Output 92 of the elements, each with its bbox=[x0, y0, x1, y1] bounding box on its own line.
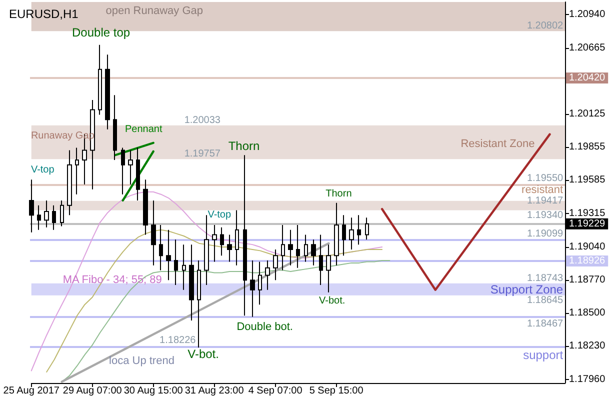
candlestick bbox=[349, 217, 354, 250]
candlestick bbox=[319, 234, 323, 286]
annotation: 1.19340 bbox=[526, 210, 564, 221]
y-tick-label: 1.19855 bbox=[569, 142, 606, 153]
candlestick bbox=[334, 202, 339, 266]
candlestick bbox=[37, 204, 41, 230]
x-tick-label: 25 Aug 2017 bbox=[3, 386, 60, 396]
candlestick bbox=[235, 210, 239, 266]
candlestick bbox=[265, 260, 270, 290]
candlestick bbox=[105, 54, 110, 130]
candlestick bbox=[136, 147, 140, 201]
candlestick bbox=[182, 244, 186, 290]
candlestick bbox=[273, 248, 278, 281]
ref-line-label: 1.19229 bbox=[568, 218, 606, 230]
y-tick-label: 1.19585 bbox=[569, 174, 606, 186]
candlestick bbox=[128, 150, 133, 186]
candlestick bbox=[326, 244, 331, 293]
y-tick-label: 1.20665 bbox=[569, 42, 606, 54]
candlestick bbox=[98, 44, 102, 116]
candlestick bbox=[227, 234, 232, 262]
ref-line-label: 1.19099 bbox=[526, 228, 564, 240]
chart-title: EURUSD,H1 bbox=[9, 7, 79, 21]
annotation: V-bot. bbox=[318, 296, 346, 306]
candlestick bbox=[204, 214, 209, 286]
x-tick-label: 31 Aug 23:00 bbox=[184, 386, 244, 396]
x-tick-label: 29 Aug 07:00 bbox=[62, 386, 122, 396]
candlestick bbox=[52, 204, 56, 230]
annotation: Resistant Zone bbox=[460, 138, 535, 150]
annotation: Double bot. bbox=[236, 321, 293, 333]
annotation: 1.18645 bbox=[526, 294, 564, 306]
candlestick bbox=[220, 226, 224, 256]
y-tick-label: 1.20940 bbox=[569, 8, 606, 20]
line-series bbox=[46, 229, 383, 372]
candlestick bbox=[258, 261, 262, 306]
x-tick-label: 5 Sep 15:00 bbox=[309, 386, 364, 396]
y-tick-label: 1.19040 bbox=[569, 242, 606, 253]
ref-line-label: 1.18467 bbox=[526, 318, 564, 330]
candlestick bbox=[44, 200, 49, 228]
candlestick bbox=[151, 200, 156, 266]
annotation: 1.20802 bbox=[526, 20, 564, 32]
annotation: V-top bbox=[30, 164, 55, 176]
annotation: resistant bbox=[522, 184, 564, 196]
annotation: 1.20033 bbox=[184, 114, 221, 126]
candlestick bbox=[113, 94, 117, 161]
candlestick bbox=[365, 217, 369, 240]
annotation: 1.19417 bbox=[526, 195, 564, 206]
y-tick-label: 1.18230 bbox=[569, 340, 606, 352]
candlestick bbox=[75, 147, 79, 195]
annotation: Thorn bbox=[326, 188, 352, 200]
candlestick bbox=[288, 229, 293, 266]
annotation: Thorn bbox=[228, 139, 260, 153]
candlestick bbox=[357, 214, 361, 246]
band-label: open Runaway Gap bbox=[106, 5, 203, 17]
y-tick-label: 1.18770 bbox=[569, 274, 606, 286]
y-tick-label: 1.20125 bbox=[569, 108, 606, 120]
candlestick bbox=[67, 150, 72, 216]
annotation: support bbox=[523, 348, 564, 362]
candlestick bbox=[166, 229, 171, 281]
candlestick bbox=[197, 260, 201, 348]
x-tick-label: 30 Aug 15:00 bbox=[124, 386, 184, 396]
candlestick bbox=[304, 234, 308, 262]
candlestick bbox=[311, 239, 316, 266]
annotation: V-bot. bbox=[188, 347, 219, 361]
candlestick bbox=[243, 154, 247, 316]
y-tick-label: 1.19315 bbox=[569, 208, 606, 219]
candlestick bbox=[174, 239, 178, 286]
annotation: Pennant bbox=[124, 124, 162, 135]
y-tick-label: 1.18500 bbox=[569, 308, 606, 319]
annotation: 1.18743 bbox=[526, 272, 564, 284]
annotation: 1.19757 bbox=[184, 148, 221, 160]
candlestick bbox=[212, 224, 217, 262]
candlestick bbox=[281, 224, 285, 271]
ref-line-label: 1.18226 bbox=[160, 335, 196, 346]
candlestick bbox=[189, 244, 194, 322]
candlestick bbox=[121, 147, 125, 195]
candlestick bbox=[296, 224, 300, 268]
annotation: loca Up trend bbox=[109, 355, 174, 367]
ref-line-label: 1.19550 bbox=[526, 173, 564, 184]
ref-line-label: 1.20420 bbox=[568, 72, 606, 84]
candlestick bbox=[342, 214, 346, 256]
x-tick-label: 4 Sep 07:00 bbox=[248, 386, 303, 396]
annotation: V-top bbox=[208, 210, 232, 220]
y-tick-label: 1.17960 bbox=[569, 374, 606, 385]
band-label: Support Zone bbox=[490, 282, 564, 296]
ref-line-label: 1.18926 bbox=[568, 255, 606, 266]
candlestick bbox=[29, 179, 34, 233]
candlestick bbox=[159, 224, 163, 271]
line-series bbox=[61, 260, 390, 382]
candlestick bbox=[60, 200, 64, 227]
annotation: Double top bbox=[72, 26, 130, 40]
candlestick bbox=[143, 179, 148, 236]
candlestick bbox=[250, 260, 255, 318]
